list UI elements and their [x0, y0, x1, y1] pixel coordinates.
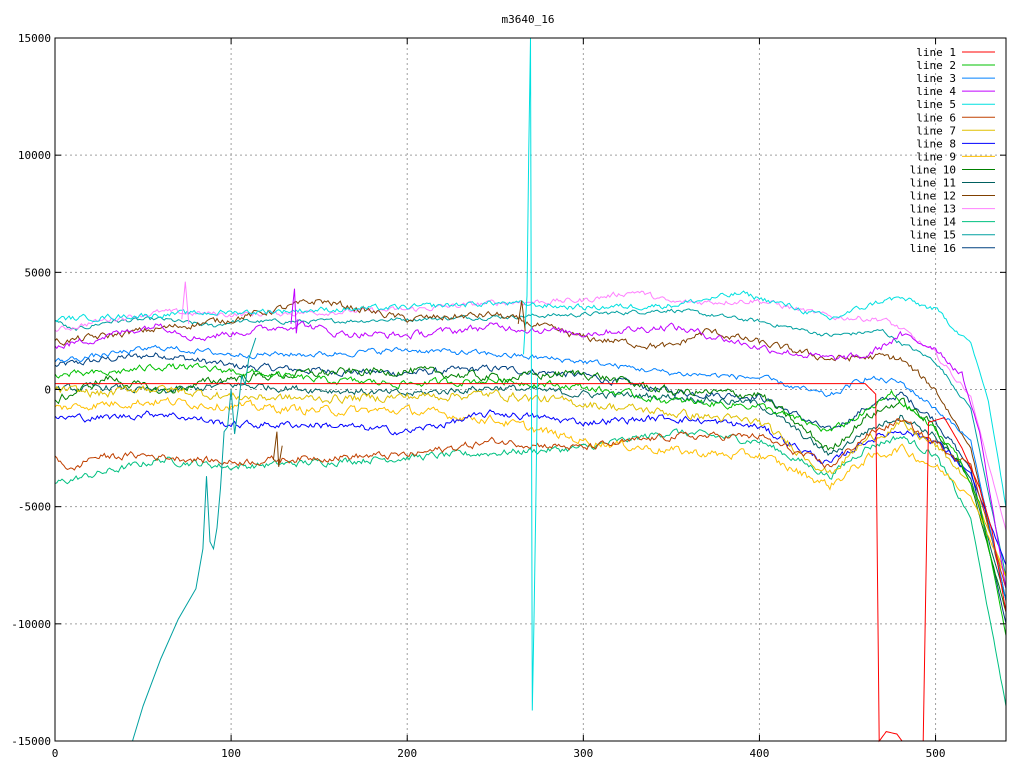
legend-label: line 2: [916, 59, 956, 72]
series-12-spike: [272, 431, 283, 467]
x-tick-label: 300: [573, 747, 593, 760]
series-4-spike: [290, 288, 299, 334]
series-line-2: [54, 362, 1007, 636]
legend-label: line 15: [910, 229, 956, 242]
series-line-11: [54, 381, 1007, 600]
y-tick-label: -5000: [18, 501, 51, 514]
y-tick-label: -15000: [11, 735, 51, 748]
legend-label: line 8: [916, 137, 956, 150]
legend-label: line 11: [910, 177, 956, 190]
series-line-4: [54, 321, 1007, 589]
series-15-spike: [132, 337, 257, 742]
series-line-16: [54, 352, 1007, 624]
y-tick-label: 0: [44, 384, 51, 397]
x-tick-label: 500: [926, 747, 946, 760]
legend-label: line 7: [916, 124, 956, 137]
y-tick-label: 10000: [18, 149, 51, 162]
series-line-12: [54, 298, 1007, 601]
legend-label: line 9: [916, 150, 956, 163]
chart-title: m3640_16: [502, 13, 555, 26]
x-tick-label: 200: [397, 747, 417, 760]
series-line-5: [54, 290, 1007, 508]
y-tick-label: 5000: [25, 266, 52, 279]
series-5-spike: [523, 37, 538, 711]
series-layer: [54, 37, 1007, 743]
series-line-13: [54, 290, 1007, 531]
legend-label: line 12: [910, 190, 956, 203]
series-line-15: [54, 308, 1007, 577]
legend-label: line 4: [916, 85, 956, 98]
y-tick-label: -10000: [11, 618, 51, 631]
series-line-1: [55, 383, 1007, 743]
series-line-10: [54, 365, 1007, 612]
x-tick-label: 0: [52, 747, 59, 760]
series-line-3: [54, 344, 1007, 602]
x-tick-label: 100: [221, 747, 241, 760]
legend-label: line 10: [910, 163, 956, 176]
series-line-14: [54, 428, 1007, 707]
series-line-8: [54, 409, 1007, 566]
legend-label: line 5: [916, 98, 956, 111]
series-line-7: [54, 384, 1007, 577]
series-13-spike: [181, 281, 190, 324]
legend-label: line 14: [910, 216, 957, 229]
legend-label: line 6: [916, 111, 956, 124]
axis-ticks: 0 100 200 300 400 500 -15000 -10000 -5000 0 5000 10…: [11, 32, 1006, 760]
legend-label: line 1: [916, 46, 956, 59]
y-tick-label: 15000: [18, 32, 51, 45]
legend-label: line 16: [910, 242, 956, 255]
series-line-6: [54, 418, 1007, 589]
legend-label: line 3: [916, 72, 956, 85]
series-line-9: [54, 396, 1007, 577]
x-tick-label: 400: [750, 747, 770, 760]
series-12-spike: [517, 300, 526, 331]
legend-label: line 13: [910, 203, 956, 216]
